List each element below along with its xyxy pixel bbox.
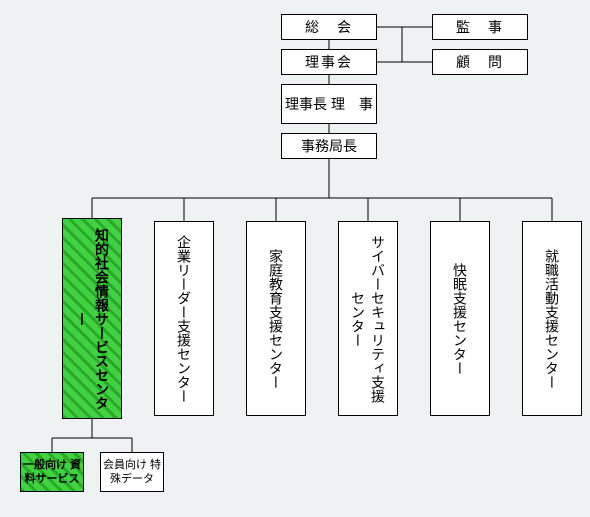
box-jimukyoku: 事務局長 [281,133,377,159]
box-kanji-label: 監 事 [456,17,504,37]
box-rijikai-label: 理事会 [305,52,353,72]
dept-kigyo: 企業リーダー支援センター [154,221,214,416]
box-kaiin: 会員向け 特殊データ [100,452,164,492]
box-kanji: 監 事 [432,14,528,40]
dept-chiteki: 知的社会情報サービスセンター [62,218,122,419]
dept-shushoku: 就職活動支援センター [522,221,582,416]
dept-katei-label: 家庭教育支援センター [266,249,286,389]
box-ippan: 一般向け 資料サービス [20,452,84,492]
box-rijicho: 理事長 理 事 [281,84,377,124]
org-chart-canvas: 総 会 監 事 理事会 顧 問 理事長 理 事 事務局長 知的社会情報サービスセ… [0,0,590,517]
dept-katei: 家庭教育支援センター [246,221,306,416]
dept-kaimin-label: 快眠支援センター [450,263,470,375]
box-rijikai: 理事会 [281,49,377,75]
dept-cyber-label: サイバーセキュリティ支援センター [348,228,388,409]
box-jimukyoku-label: 事務局長 [301,136,357,156]
dept-kaimin: 快眠支援センター [430,221,490,416]
dept-kigyo-label: 企業リーダー支援センター [174,235,194,403]
dept-shushoku-label: 就職活動支援センター [542,249,562,389]
box-sokai: 総 会 [281,14,377,40]
box-sokai-label: 総 会 [305,17,353,37]
dept-cyber: サイバーセキュリティ支援センター [338,221,398,416]
box-komon-label: 顧 問 [456,52,504,72]
box-rijicho-line2: 理 事 [331,96,373,112]
box-komon: 顧 問 [432,49,528,75]
box-kaiin-line1: 会員向け [103,459,147,471]
box-ippan-line1: 一般向け [23,459,67,471]
box-rijicho-line1: 理事長 [285,96,327,112]
dept-chiteki-label: 知的社会情報サービスセンター [72,225,112,412]
